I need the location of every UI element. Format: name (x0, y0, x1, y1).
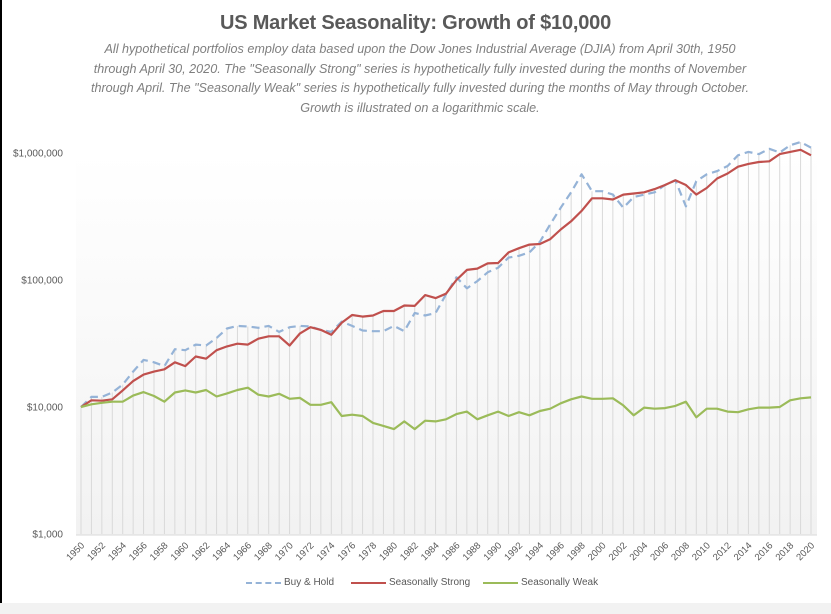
legend-label-seasonally-strong: Seasonally Strong (389, 577, 471, 588)
x-tick-label: 1972 (294, 540, 317, 563)
x-tick-label: 1978 (356, 540, 379, 563)
x-tick-label: 2004 (628, 540, 651, 563)
x-tick-label: 1994 (523, 540, 546, 563)
x-tick-label: 1956 (127, 540, 150, 563)
legend-swatch-buy-hold (246, 581, 281, 584)
legend-item-seasonally-weak[interactable]: Seasonally Weak (483, 577, 598, 588)
x-tick-label: 1968 (252, 540, 275, 563)
x-tick-label: 1988 (461, 540, 484, 563)
x-tick-label: 1970 (273, 540, 296, 563)
x-tick-label: 2016 (753, 540, 776, 563)
x-tick-label: 1950 (64, 540, 87, 563)
legend-label-seasonally-weak: Seasonally Weak (521, 577, 599, 588)
legend-label-buy-hold: Buy & Hold (284, 577, 335, 588)
chart-subtitle: All hypothetical portfolios employ data … (90, 42, 750, 115)
series-line-seasonally-strong (80, 148, 812, 408)
x-tick-label: 1998 (565, 540, 588, 563)
x-tick-label: 2014 (732, 540, 755, 563)
x-tick-label: 1980 (377, 540, 400, 563)
x-tick-label: 2018 (774, 540, 797, 563)
x-tick-label: 1954 (106, 540, 129, 563)
x-tick-label: 1952 (85, 540, 108, 563)
x-tick-label: 1986 (440, 540, 463, 563)
x-tick-label: 1964 (210, 540, 233, 563)
y-tick-label: $100,000 (21, 276, 63, 287)
x-tick-label: 2000 (586, 540, 609, 563)
legend: Buy & Hold Seasonally Strong Seasonally … (0, 577, 831, 593)
x-tick-label: 1996 (544, 540, 567, 563)
x-tick-label: 2010 (690, 540, 713, 563)
x-tick-label: 1960 (169, 540, 192, 563)
x-tick-label: 2020 (794, 540, 817, 563)
x-tick-label: 2012 (711, 540, 734, 563)
x-tick-label: 1982 (398, 540, 421, 563)
x-tick-label: 2008 (669, 540, 692, 563)
bottom-strip (0, 603, 831, 614)
y-tick-label: $10,000 (27, 403, 64, 414)
legend-swatch-seasonally-weak (483, 581, 518, 584)
x-tick-label: 2006 (648, 540, 671, 563)
x-tick-label: 1992 (502, 540, 525, 563)
legend-item-buy-hold[interactable]: Buy & Hold (246, 577, 334, 588)
x-tick-label: 2002 (607, 540, 630, 563)
legend-item-seasonally-strong[interactable]: Seasonally Strong (351, 577, 470, 588)
x-tick-label: 1962 (190, 540, 213, 563)
series-line-seasonally-weak (80, 386, 812, 431)
legend-swatch-seasonally-strong (351, 581, 386, 584)
x-tick-label: 1958 (148, 540, 171, 563)
x-tick-label: 1976 (336, 540, 359, 563)
x-tick-label: 1966 (231, 540, 254, 563)
x-tick-label: 1990 (482, 540, 505, 563)
x-tick-label: 1984 (419, 540, 442, 563)
chart-title: US Market Seasonality: Growth of $10,000 (219, 12, 612, 34)
x-tick-label: 1974 (315, 540, 338, 563)
y-tick-label: $1,000,000 (13, 149, 63, 160)
y-tick-label: $1,000 (32, 530, 63, 541)
